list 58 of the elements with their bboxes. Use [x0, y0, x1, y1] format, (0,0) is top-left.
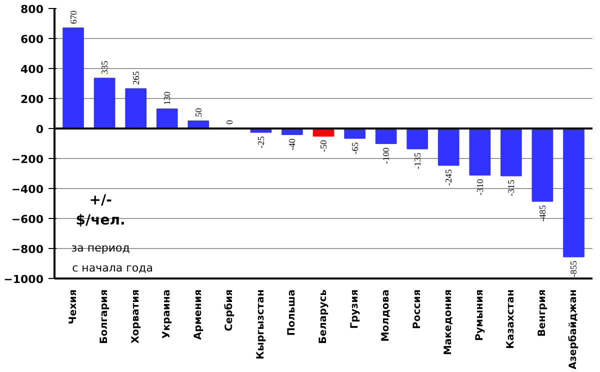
x-tick-label: Армения	[192, 289, 204, 340]
x-tick-label: Чехия	[68, 289, 79, 324]
data-label: -40	[287, 138, 298, 150]
data-label: -65	[350, 142, 360, 154]
x-tick-label: Украина	[162, 289, 173, 339]
data-label: 335	[100, 60, 110, 74]
bar	[469, 128, 491, 176]
data-label: 0	[224, 120, 235, 124]
data-label: -25	[256, 136, 266, 148]
bar	[438, 128, 460, 166]
bar	[62, 28, 84, 129]
x-tick-label: Молдова	[380, 289, 392, 342]
x-tick-label: Азербайджан	[568, 289, 580, 370]
bar	[94, 78, 116, 129]
data-label: 670	[68, 10, 78, 24]
data-label: -135	[412, 152, 422, 170]
x-tick-label: Хорватия	[130, 289, 142, 344]
data-label: 265	[130, 70, 141, 85]
data-label: -50	[318, 140, 328, 152]
data-label: -855	[568, 260, 579, 278]
y-tick-label: 600	[20, 33, 44, 46]
data-label: -310	[474, 178, 485, 196]
x-tick-label: Кыргызстан	[255, 289, 266, 360]
bar	[406, 128, 428, 150]
y-tick-label: −200	[11, 153, 44, 166]
data-label: -100	[381, 147, 392, 164]
y-tick-label: 200	[20, 93, 44, 106]
y-tick-label: −800	[11, 243, 44, 256]
bar	[125, 88, 146, 129]
annotation: за период	[71, 242, 130, 254]
x-tick-label: Польша	[286, 289, 298, 336]
x-tick-label: Сербия	[224, 289, 236, 332]
data-label: -485	[537, 204, 548, 222]
x-tick-label: Венгрия	[536, 290, 548, 337]
x-tick-label: Беларусь	[318, 290, 329, 344]
data-label: 50	[193, 108, 204, 117]
y-tick-label: −600	[11, 213, 44, 226]
data-label: -245	[444, 168, 454, 186]
bar	[500, 128, 522, 176]
annotation: с начала года	[72, 262, 153, 274]
bar	[156, 108, 178, 129]
x-tick-label: Македония	[443, 289, 454, 356]
y-tick-label: 800	[20, 3, 44, 16]
y-tick-label: −1000	[4, 273, 44, 286]
x-tick-label: Румыния	[474, 289, 486, 341]
y-tick-label: 0	[36, 123, 44, 136]
annotation: $/чел.	[76, 212, 126, 228]
bar	[532, 128, 554, 202]
annotation: +/-	[89, 192, 112, 208]
x-tick-label: Россия	[412, 290, 423, 329]
y-tick-label: −400	[11, 183, 44, 196]
data-label: 130	[162, 91, 172, 105]
data-label: -315	[506, 179, 516, 196]
y-tick-label: 400	[20, 63, 44, 76]
x-tick-label: Грузия	[349, 289, 360, 329]
x-tick-label: Казахстан	[506, 289, 517, 349]
x-tick-label: Болгария	[99, 290, 110, 344]
bar	[563, 128, 584, 258]
